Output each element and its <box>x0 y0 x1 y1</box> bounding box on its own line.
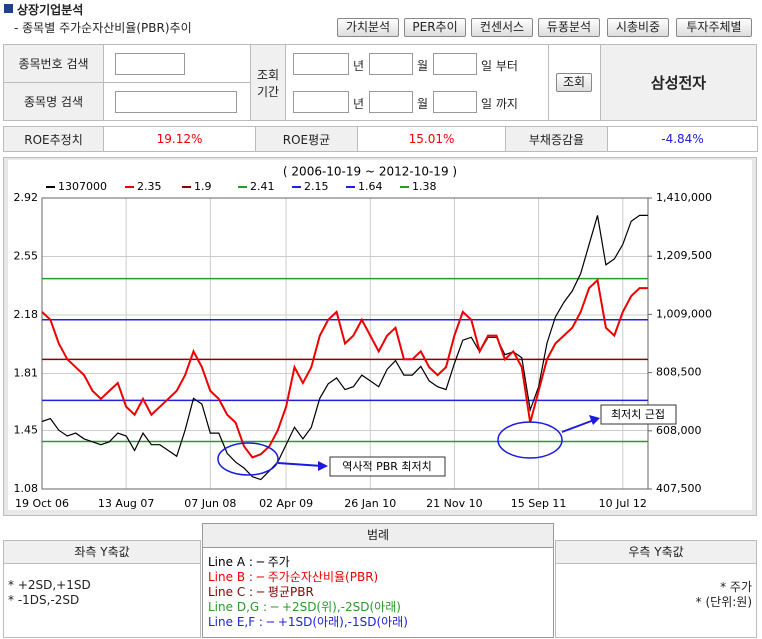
legend-label: 1.38 <box>412 180 437 193</box>
highlight <box>497 421 563 459</box>
nav-button[interactable]: 듀퐁분석 <box>538 18 600 37</box>
date-unit: 일 까지 <box>481 97 518 111</box>
x-tick-label: 21 Nov 10 <box>426 497 482 510</box>
date-unit: 월 <box>417 97 429 111</box>
x-tick-label: 15 Sep 11 <box>511 497 567 510</box>
x-tick-label: 13 Aug 07 <box>98 497 154 510</box>
stat-label: 부채증감율 <box>505 126 608 152</box>
right-note: * 주가 <box>720 580 752 594</box>
y-tick-label: 1.08 <box>14 482 39 495</box>
left-note: * -1DS,-2SD <box>8 593 80 607</box>
x-tick-label: 10 Jul 12 <box>599 497 647 510</box>
company: 삼성전자 <box>600 44 757 121</box>
date-input[interactable] <box>293 53 349 75</box>
date-input[interactable] <box>369 91 413 113</box>
arrow <box>561 419 595 433</box>
x-tick-label: 26 Jan 10 <box>344 497 396 510</box>
y-tick-label: 1.81 <box>14 367 39 380</box>
annotation: 역사적 PBR 최저치 <box>342 460 432 473</box>
name-input[interactable] <box>115 91 237 113</box>
x-tick-label: 07 Jun 08 <box>184 497 236 510</box>
stat-value: -4.84% <box>607 126 758 152</box>
y-tick-label: 1.45 <box>14 423 39 436</box>
y-tick-label: 2.55 <box>14 250 39 263</box>
series-line <box>41 214 648 481</box>
nav-button[interactable]: 시총비중 <box>607 18 669 37</box>
arrow-head <box>318 461 328 471</box>
chart: 1.08 1.45 1.81 2.18 2.55 2.92 407,500 608,000 80… <box>8 160 752 510</box>
date-unit: 일 부터 <box>481 59 518 73</box>
stat-value: 15.01% <box>357 126 506 152</box>
nav-button[interactable]: 가치분석 <box>337 18 399 37</box>
y-tick-label: 2.18 <box>14 308 39 321</box>
x-tick-label: 02 Apr 09 <box>259 497 313 510</box>
legend-label: 2.35 <box>137 180 162 193</box>
nav-button[interactable]: 투자주체별 <box>676 18 752 37</box>
left-note: * +2SD,+1SD <box>8 578 91 592</box>
y2-tick-label: 1,410,000 <box>656 191 712 204</box>
annotation: 최저치 근접 <box>611 408 665 421</box>
stat-label: ROE추정치 <box>3 126 104 152</box>
legend-line: Line B : ─ 주가순자산비율(PBR) <box>208 570 379 584</box>
chart-title: ( 2006-10-19 ~ 2012-10-19 ) <box>283 165 457 179</box>
arrow <box>277 462 323 467</box>
legend-label: 2.15 <box>304 180 329 193</box>
plot-border <box>41 197 649 490</box>
code-input[interactable] <box>115 53 185 75</box>
legend-label: 1.64 <box>358 180 383 193</box>
date-input[interactable] <box>369 53 413 75</box>
code-label: 종목번호 검색 <box>3 44 104 83</box>
arrow-head <box>589 415 600 425</box>
y2-tick-label: 407,500 <box>656 482 702 495</box>
date-input[interactable] <box>433 91 477 113</box>
plot: 1.08 1.45 1.81 2.18 2.55 2.92 407,500 608,000 80… <box>14 180 712 510</box>
legend-label: 1307000 <box>58 180 107 193</box>
y-tick-label: 2.92 <box>14 191 39 204</box>
y2-tick-label: 808,500 <box>656 366 702 379</box>
period-label: 조회 기간 <box>250 44 286 121</box>
date-input[interactable] <box>293 91 349 113</box>
stat-label: ROE평균 <box>255 126 358 152</box>
search-button[interactable]: 조회 <box>556 73 592 92</box>
nav-button[interactable]: 컨센서스 <box>471 18 533 37</box>
right-title: 우측 Y축값 <box>555 540 757 564</box>
date-input[interactable] <box>433 53 477 75</box>
legend-line: Line E,F : ─ +1SD(아래),-1SD(아래) <box>208 615 408 629</box>
title-icon <box>4 4 13 13</box>
legend-title: 범례 <box>202 523 554 548</box>
highlight <box>217 442 279 476</box>
page-subtitle: - 종목별 주가순자산비율(PBR)추이 <box>14 21 192 35</box>
date-unit: 년 <box>353 59 365 73</box>
y2-tick-label: 608,000 <box>656 424 702 437</box>
legend-line: Line A : ─ 주가 <box>208 555 290 569</box>
legend-line: Line C : ─ 평균PBR <box>208 585 314 599</box>
legend-label: 2.41 <box>250 180 275 193</box>
left-title: 좌측 Y축값 <box>3 540 201 564</box>
annotation-box <box>329 456 446 477</box>
annotation-box <box>600 404 677 425</box>
y2-tick-label: 1,009,000 <box>656 307 712 320</box>
date-unit: 년 <box>353 97 365 111</box>
legend-label: 1.9 <box>194 180 212 193</box>
date-unit: 월 <box>417 59 429 73</box>
page-title: 상장기업분석 <box>17 3 84 17</box>
legend-line: Line D,G : ─ +2SD(위),-2SD(아래) <box>208 600 401 614</box>
chart-bg <box>8 160 752 510</box>
x-tick-label: 19 Oct 06 <box>15 497 69 510</box>
right-note: * (단위:원) <box>695 595 752 609</box>
nav-button[interactable]: PER추이 <box>404 18 466 37</box>
stat-value: 19.12% <box>103 126 256 152</box>
y2-tick-label: 1,209,500 <box>656 249 712 262</box>
name-label: 종목명 검색 <box>3 82 104 121</box>
series-line <box>41 278 648 459</box>
